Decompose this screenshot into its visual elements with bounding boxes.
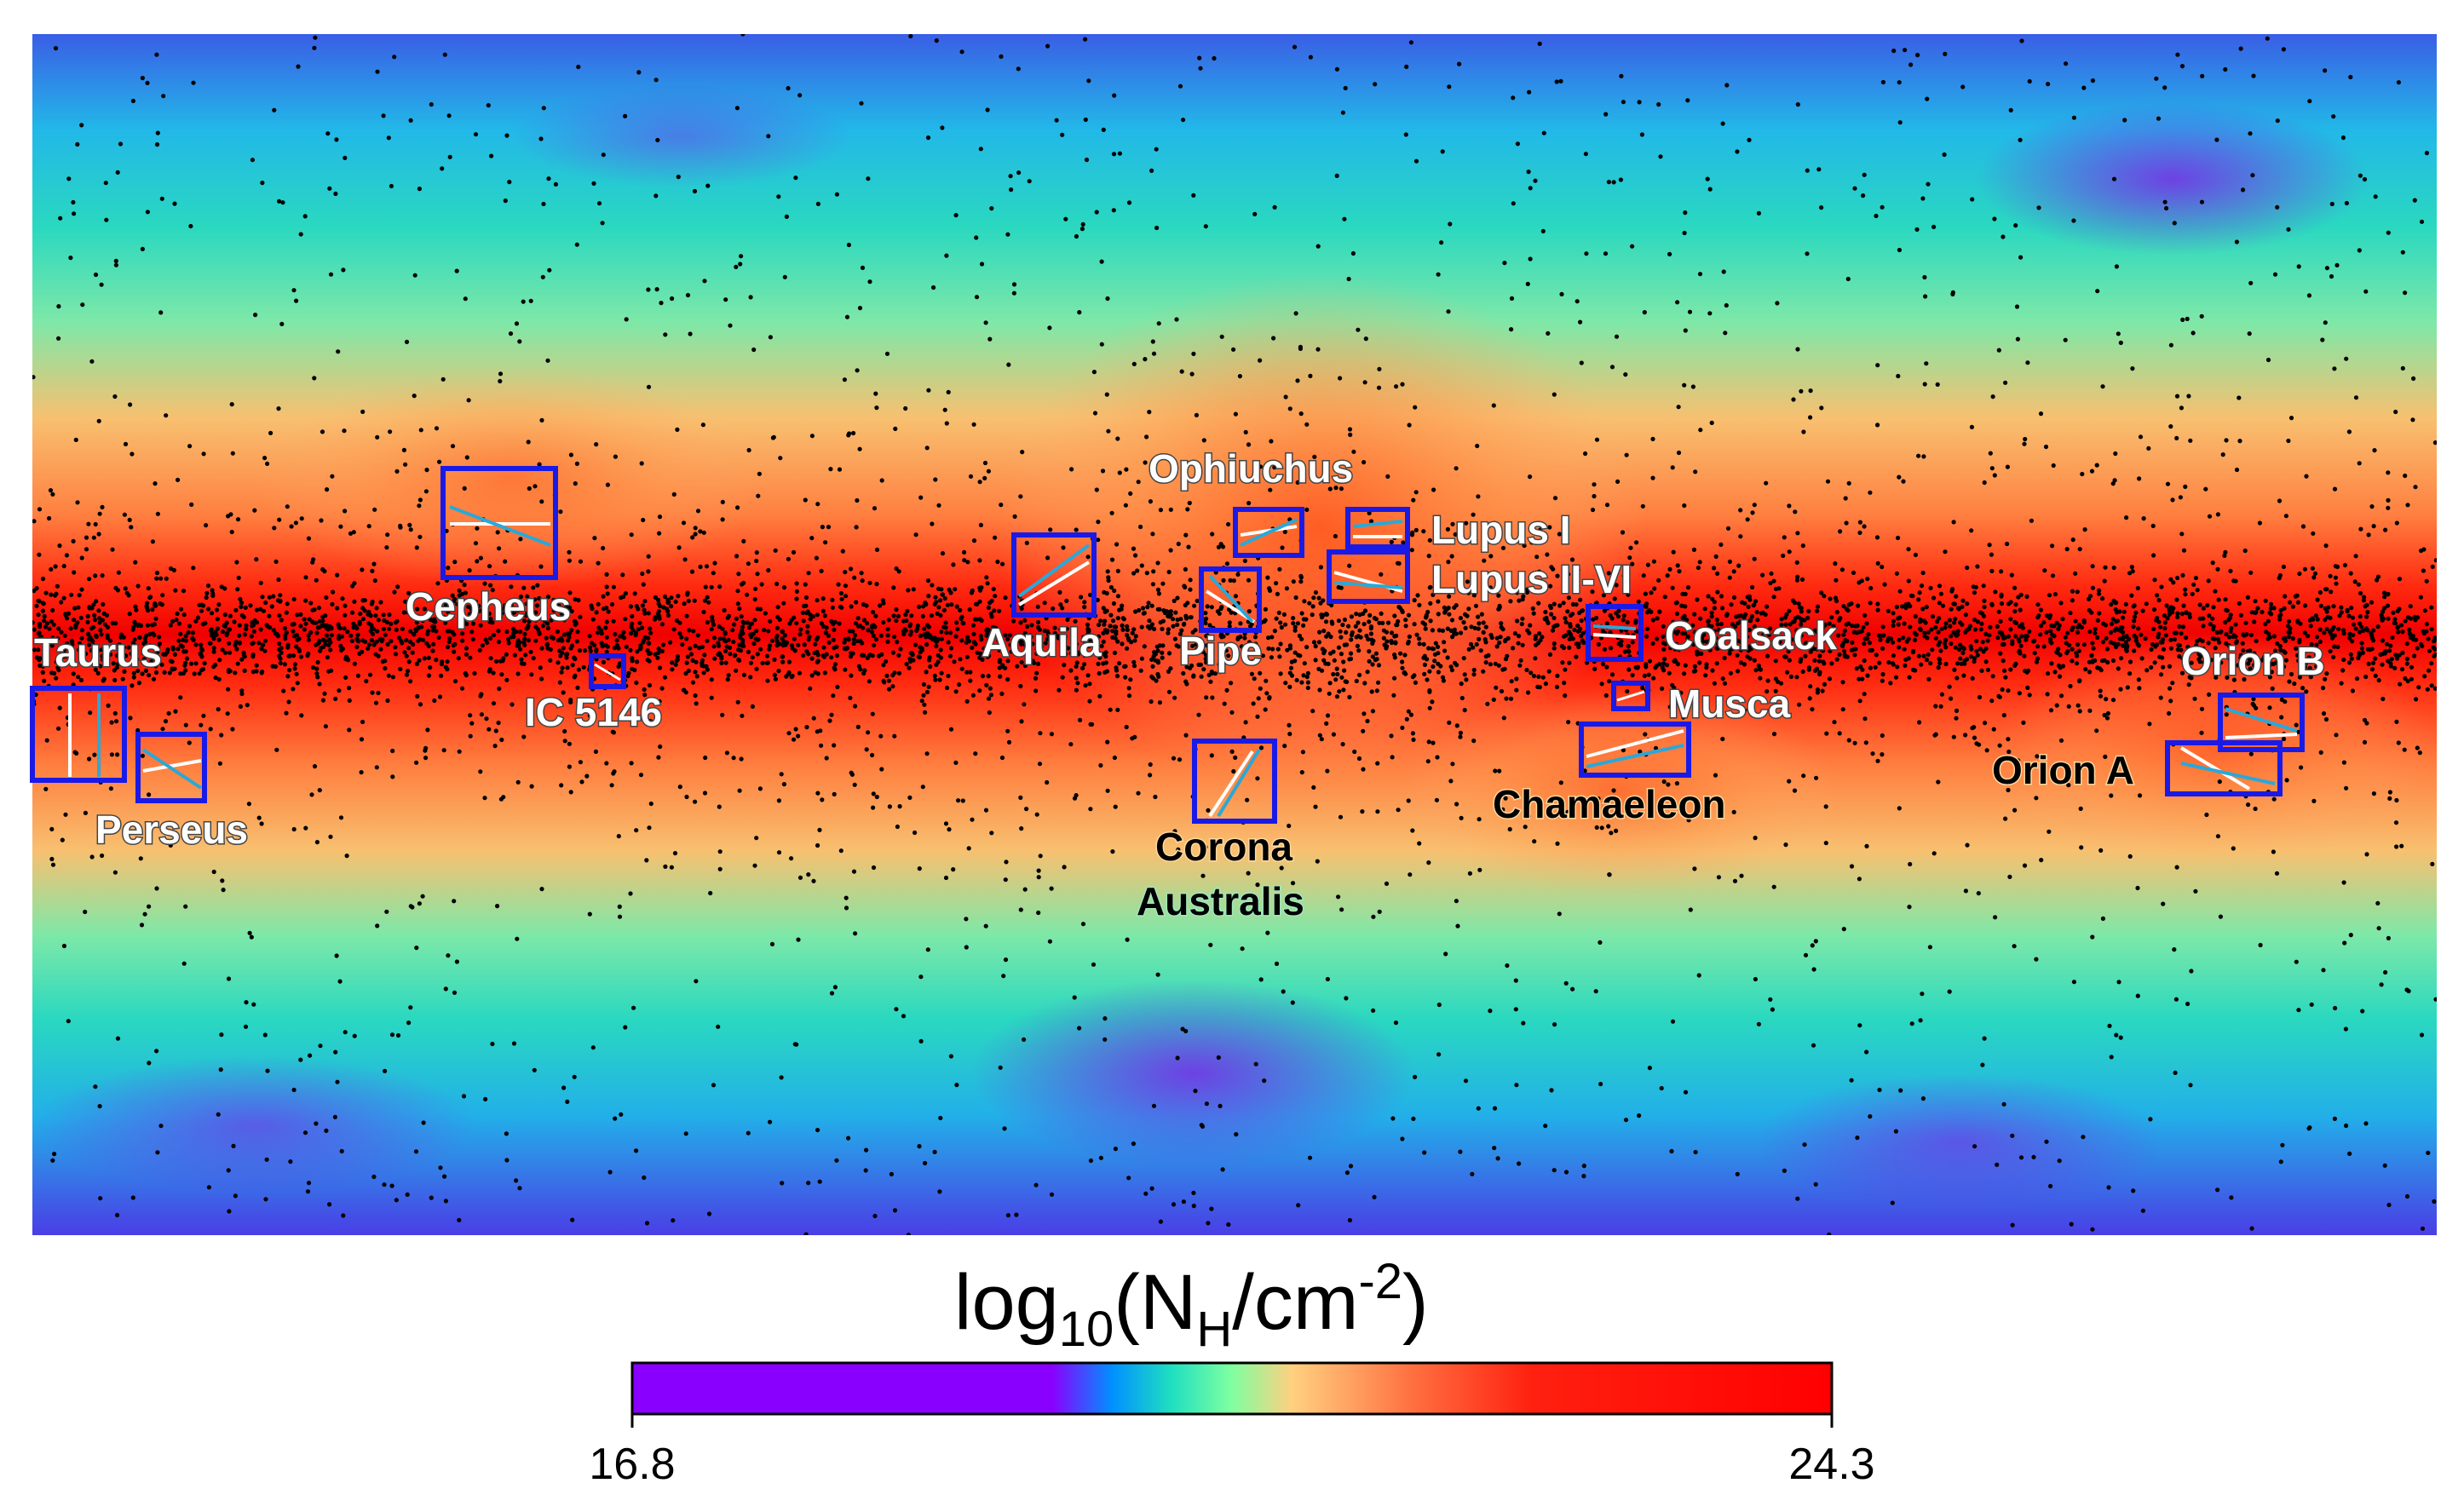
region-box-ophiuchus	[1233, 507, 1304, 558]
label-corona: Corona	[1155, 825, 1292, 869]
label-musca: Musca	[1668, 681, 1791, 726]
label-orion-b: Orion B	[2181, 639, 2325, 683]
colorbar-title-sup: -2	[1358, 1254, 1402, 1309]
label-cepheus: Cepheus	[406, 584, 571, 629]
region-box-orion-b	[2218, 693, 2305, 752]
point-sources	[32, 34, 2437, 1235]
region-box-chamaeleon	[1579, 722, 1691, 778]
region-box-corona-australis	[1192, 739, 1277, 824]
label-aquila: Aquila	[982, 620, 1102, 664]
colorbar-title: log10(NH/cm-2)	[954, 1254, 1429, 1357]
label-lupus-ii-vi: Lupus II-VI	[1431, 557, 1632, 601]
region-box-musca	[1611, 681, 1650, 711]
colorbar-title-paren-close: )	[1402, 1259, 1429, 1346]
label-perseus: Perseus	[95, 808, 248, 852]
region-box-taurus	[30, 686, 127, 783]
region-labels: Taurus Perseus Cepheus IC 5146 Aquila Pi…	[33, 446, 2327, 925]
colorbar-max-label: 24.3	[1788, 1440, 1874, 1489]
region-box-perseus	[135, 732, 207, 803]
label-ic5146: IC 5146	[525, 690, 662, 734]
colorbar-title-unit: /cm	[1232, 1259, 1358, 1346]
sky-map	[32, 34, 2437, 1235]
region-box-coalsack	[1586, 604, 1644, 662]
region-box-orion-a	[2165, 740, 2283, 796]
label-taurus: Taurus	[34, 630, 162, 675]
colorbar-title-log: log	[954, 1259, 1059, 1346]
region-boxes	[30, 466, 2305, 824]
region-box-lupus-ii-vi	[1327, 549, 1410, 604]
colorbar-title-base: 10	[1059, 1302, 1114, 1357]
label-orion-a: Orion A	[1992, 748, 2134, 792]
colorbar-title-paren-open: (N	[1114, 1259, 1196, 1346]
region-box-cepheus	[440, 466, 558, 580]
label-chamaeleon: Chamaeleon	[1493, 782, 1726, 826]
label-coalsack: Coalsack	[1665, 613, 1837, 658]
label-pipe: Pipe	[1179, 629, 1262, 673]
region-box-lupus-i	[1345, 507, 1410, 549]
colorbar	[630, 1361, 1834, 1416]
region-box-ic5146	[589, 653, 626, 689]
region-box-pipe	[1199, 566, 1262, 633]
label-australis: Australis	[1137, 879, 1304, 923]
region-box-aquila	[1011, 532, 1097, 618]
label-lupus-i: Lupus I	[1431, 508, 1571, 552]
label-ophiuchus: Ophiuchus	[1149, 446, 1353, 491]
colorbar-min-label: 16.8	[589, 1440, 675, 1489]
colorbar-title-sub: H	[1196, 1302, 1232, 1357]
